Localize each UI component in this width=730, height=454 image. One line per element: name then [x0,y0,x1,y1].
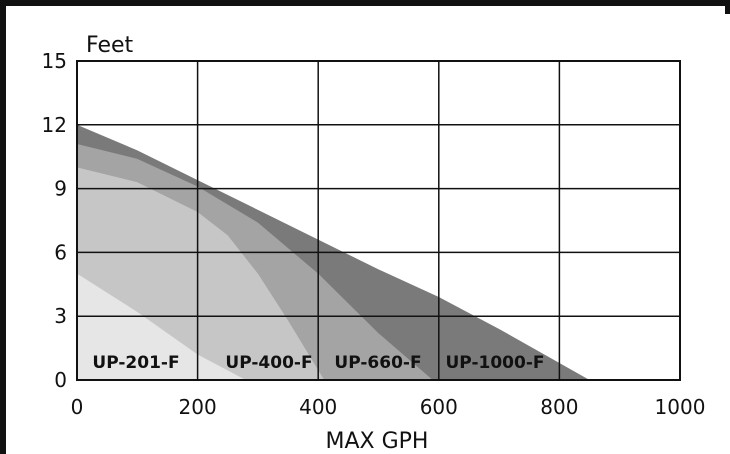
tick-labels: 0 3 6 9 12 15 0 200 400 600 800 1000 [42,49,706,419]
series-label-up-1000-f: UP-1000-F [445,353,544,373]
series-label-up-400-f: UP-400-F [225,353,312,373]
y-tick-9: 9 [54,177,67,201]
x-tick-400: 400 [299,395,337,419]
series-labels: UP-201-F UP-400-F UP-660-F UP-1000-F [92,353,544,373]
x-tick-200: 200 [179,395,217,419]
series-label-up-660-f: UP-660-F [334,353,421,373]
top-border [0,0,730,6]
y-tick-15: 15 [42,49,67,73]
x-axis-title: MAX GPH [326,429,429,454]
left-border [0,0,6,454]
area-up-201-f [77,273,246,380]
x-tick-1000: 1000 [655,395,706,419]
y-tick-0: 0 [54,368,67,392]
y-tick-3: 3 [54,304,67,328]
y-tick-12: 12 [42,113,67,137]
series-label-up-201-f: UP-201-F [92,353,179,373]
y-axis-title: Feet [86,33,134,58]
y-tick-6: 6 [54,240,67,264]
x-tick-600: 600 [420,395,458,419]
x-tick-0: 0 [71,395,84,419]
x-tick-800: 800 [540,395,578,419]
right-border-stub [725,0,730,14]
plot-frame [76,60,681,381]
grid-lines [76,60,681,381]
